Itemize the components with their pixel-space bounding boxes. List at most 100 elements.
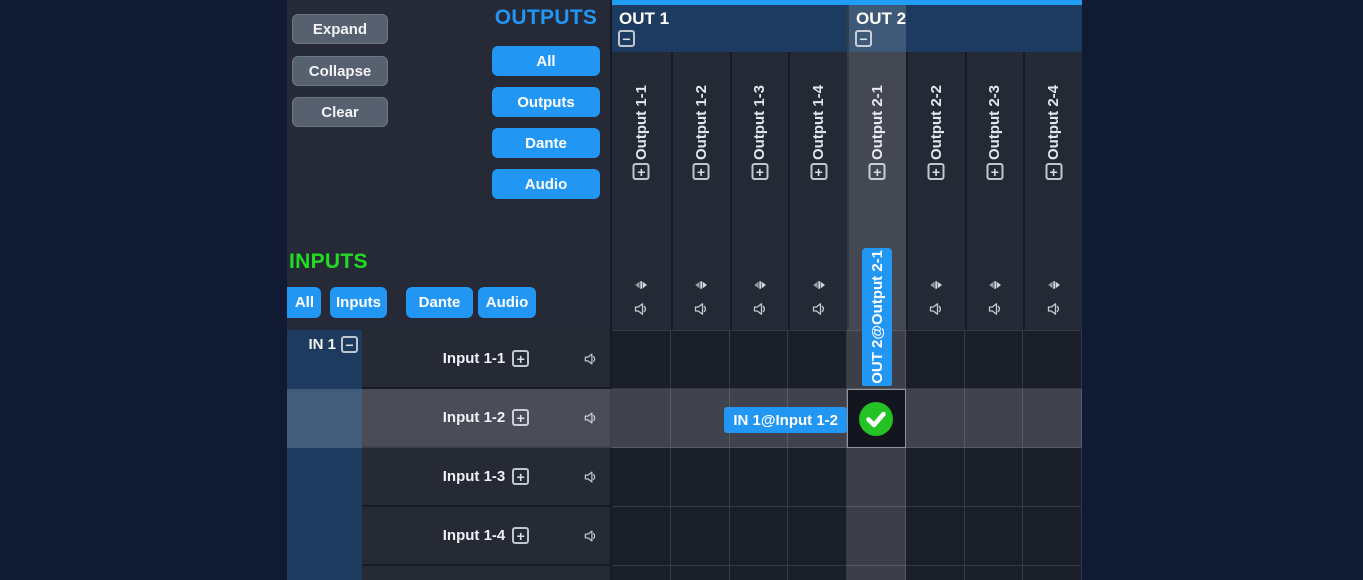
expand-icon[interactable] xyxy=(512,409,530,426)
matrix-cell[interactable] xyxy=(1023,566,1082,580)
inputs-filter-all[interactable]: All xyxy=(287,287,321,318)
matrix-cell[interactable] xyxy=(788,566,847,580)
inputs-filter-dante[interactable]: Dante xyxy=(406,287,473,318)
pan-icon[interactable] xyxy=(987,277,1003,293)
matrix-cell[interactable] xyxy=(847,507,906,566)
input-row-header[interactable]: Input 1-3 xyxy=(362,448,610,505)
matrix-cell[interactable] xyxy=(905,448,965,507)
expand-icon[interactable] xyxy=(810,163,828,180)
matrix-cell[interactable] xyxy=(1023,330,1082,389)
pan-icon[interactable] xyxy=(633,277,649,293)
input-row-header[interactable]: Input 1-4 xyxy=(362,507,610,564)
volume-icon[interactable] xyxy=(583,351,598,366)
matrix-cell[interactable] xyxy=(729,330,789,389)
matrix-cell[interactable] xyxy=(670,389,730,448)
volume-icon[interactable] xyxy=(928,301,944,317)
inputs-filter-audio[interactable]: Audio xyxy=(478,287,536,318)
output-column-header[interactable]: Output 1-4 xyxy=(788,52,847,330)
output-column-header[interactable]: Output 1-2 xyxy=(670,52,730,330)
inputs-title: INPUTS xyxy=(289,250,368,273)
output-column-header[interactable]: Output 2-2 xyxy=(905,52,965,330)
pan-icon[interactable] xyxy=(693,277,709,293)
matrix-cell[interactable] xyxy=(1023,389,1082,448)
matrix-cell[interactable] xyxy=(964,448,1024,507)
expand-icon[interactable] xyxy=(1045,163,1063,180)
pan-icon[interactable] xyxy=(752,277,768,293)
volume-icon[interactable] xyxy=(583,410,598,425)
matrix-cell[interactable] xyxy=(847,448,906,507)
outputs-filter-outputs[interactable]: Outputs xyxy=(492,87,600,117)
matrix-cell[interactable] xyxy=(729,507,789,566)
collapse-icon[interactable] xyxy=(855,30,872,47)
matrix-cell-connected[interactable] xyxy=(847,389,906,448)
collapse-icon[interactable] xyxy=(618,30,635,47)
matrix-cell[interactable] xyxy=(612,507,671,566)
outputs-filter-dante[interactable]: Dante xyxy=(492,128,600,158)
expand-icon[interactable] xyxy=(512,468,530,485)
expand-icon[interactable] xyxy=(512,350,530,367)
matrix-cell[interactable] xyxy=(729,566,789,580)
expand-icon[interactable] xyxy=(692,163,710,180)
matrix-cell[interactable] xyxy=(670,507,730,566)
outputs-filter-all[interactable]: All xyxy=(492,46,600,76)
expand-button[interactable]: Expand xyxy=(292,14,388,44)
input-row-header[interactable] xyxy=(362,566,610,580)
pan-icon[interactable] xyxy=(928,277,944,293)
volume-icon[interactable] xyxy=(811,301,827,317)
matrix-cell[interactable] xyxy=(964,507,1024,566)
matrix-cell[interactable] xyxy=(964,330,1024,389)
matrix-cell[interactable] xyxy=(905,566,965,580)
volume-icon[interactable] xyxy=(583,469,598,484)
volume-icon[interactable] xyxy=(693,301,709,317)
output-selection-badge: OUT 2@Output 2-1 xyxy=(862,248,892,386)
matrix-cell[interactable] xyxy=(670,330,730,389)
matrix-cell[interactable] xyxy=(612,389,671,448)
volume-icon[interactable] xyxy=(583,528,598,543)
output-column-header[interactable]: Output 1-1 xyxy=(612,52,671,330)
matrix-cell[interactable] xyxy=(612,566,671,580)
pan-icon[interactable] xyxy=(1046,277,1062,293)
matrix-cell[interactable] xyxy=(964,566,1024,580)
matrix-row xyxy=(612,507,1082,566)
matrix-cell[interactable] xyxy=(905,507,965,566)
output-column-header[interactable]: Output 2-4 xyxy=(1023,52,1082,330)
matrix-cell[interactable] xyxy=(847,566,906,580)
pan-icon[interactable] xyxy=(811,277,827,293)
expand-icon[interactable] xyxy=(512,527,530,544)
output-group-label: OUT 1 xyxy=(619,9,670,28)
expand-icon[interactable] xyxy=(632,163,650,180)
expand-icon[interactable] xyxy=(751,163,769,180)
matrix-cell[interactable] xyxy=(905,389,965,448)
expand-icon[interactable] xyxy=(927,163,945,180)
matrix-cell[interactable] xyxy=(729,448,789,507)
collapse-icon[interactable] xyxy=(341,336,358,353)
matrix-cell[interactable] xyxy=(1023,448,1082,507)
matrix-cell[interactable] xyxy=(670,448,730,507)
inputs-filter-inputs[interactable]: Inputs xyxy=(330,287,387,318)
collapse-button[interactable]: Collapse xyxy=(292,56,388,86)
matrix-cell[interactable] xyxy=(788,330,847,389)
output-group-out2[interactable]: OUT 2 xyxy=(849,5,1082,52)
clear-button[interactable]: Clear xyxy=(292,97,388,127)
output-column-header[interactable]: Output 2-3 xyxy=(964,52,1024,330)
matrix-cell[interactable] xyxy=(612,448,671,507)
expand-icon[interactable] xyxy=(868,163,886,180)
output-column-header[interactable]: Output 1-3 xyxy=(729,52,789,330)
volume-icon[interactable] xyxy=(987,301,1003,317)
matrix-cell[interactable] xyxy=(788,507,847,566)
matrix-cell[interactable] xyxy=(670,566,730,580)
volume-icon[interactable] xyxy=(633,301,649,317)
matrix-cell[interactable] xyxy=(1023,507,1082,566)
matrix-cell[interactable] xyxy=(905,330,965,389)
volume-icon[interactable] xyxy=(752,301,768,317)
matrix-cell[interactable] xyxy=(964,389,1024,448)
outputs-filter-audio[interactable]: Audio xyxy=(492,169,600,199)
input-row-header[interactable]: Input 1-1 xyxy=(362,330,610,387)
input-group-band[interactable]: IN 1 xyxy=(287,330,362,580)
matrix-cell[interactable] xyxy=(788,448,847,507)
volume-icon[interactable] xyxy=(1046,301,1062,317)
output-group-out1[interactable]: OUT 1 xyxy=(612,5,847,52)
expand-icon[interactable] xyxy=(986,163,1004,180)
input-row-header[interactable]: Input 1-2 xyxy=(362,389,610,446)
matrix-cell[interactable] xyxy=(612,330,671,389)
